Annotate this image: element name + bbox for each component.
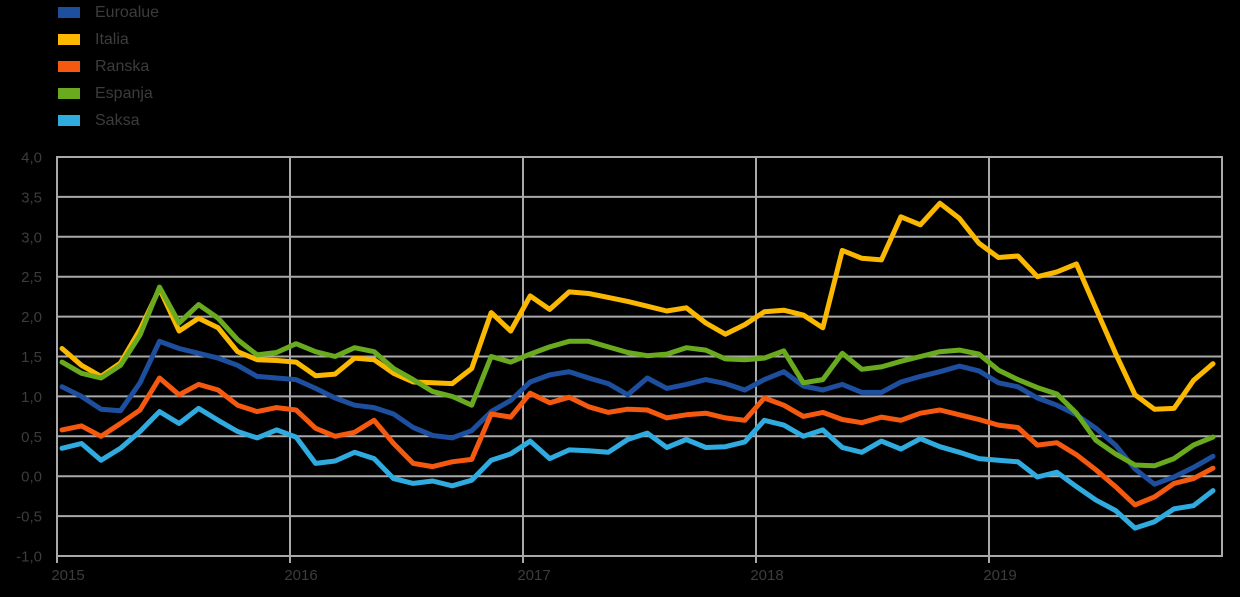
x-tick-label-2015: 2015 (51, 567, 84, 584)
y-axis-labels: 4,0 3,5 3,0 2,5 2,0 1,5 1,0 0,5 0,0 -0,5 -1,0 (16, 150, 42, 566)
series-line-saksa (59, 405, 1216, 531)
series-line-italia (59, 200, 1216, 412)
legend-swatch-espanja (58, 88, 80, 99)
x-tick-label-2016: 2016 (284, 567, 317, 584)
y-tick-label: 0,5 (21, 429, 42, 446)
y-tick-label: 0,0 (21, 469, 42, 486)
x-tick-label-2019: 2019 (983, 567, 1016, 584)
legend-swatch-italia (58, 34, 80, 45)
y-tick-label: 3,0 (21, 229, 42, 246)
y-tick-label: 1,0 (21, 389, 42, 406)
y-tick-label: 3,5 (21, 189, 42, 206)
legend-item-espanja: Espanja (58, 85, 159, 102)
legend-label: Espanja (95, 85, 153, 102)
legend-item-saksa: Saksa (58, 112, 159, 129)
y-tick-label: 2,0 (21, 309, 42, 326)
legend-item-italia: Italia (58, 31, 159, 48)
y-tick-label: -1,0 (16, 549, 42, 566)
y-tick-label: 4,0 (21, 150, 42, 167)
legend-item-euroalue: Euroalue (58, 4, 159, 21)
legend-item-ranska: Ranska (58, 58, 159, 75)
legend-swatch-ranska (58, 61, 80, 72)
legend-swatch-euroalue (58, 7, 80, 18)
x-axis-ticks (56, 556, 990, 563)
legend-label: Saksa (95, 112, 140, 129)
legend-label: Euroalue (95, 4, 160, 21)
series-line-ranska (59, 375, 1216, 508)
series-line-euroalue (59, 338, 1216, 487)
legend: Euroalue Italia Ranska Espanja Saksa (58, 4, 159, 139)
x-axis-labels: 2015 2016 2017 2018 2019 (51, 567, 1016, 584)
series-line-espanja (59, 284, 1216, 469)
x-tick-label-2017: 2017 (517, 567, 550, 584)
x-tick-label-2018: 2018 (750, 567, 783, 584)
legend-label: Italia (95, 31, 129, 48)
y-tick-label: 2,5 (21, 269, 42, 286)
legend-label: Ranska (95, 58, 150, 75)
y-tick-label: -0,5 (16, 509, 42, 526)
y-tick-label: 1,5 (21, 349, 42, 366)
legend-swatch-saksa (58, 115, 80, 126)
series-lines (59, 200, 1216, 531)
